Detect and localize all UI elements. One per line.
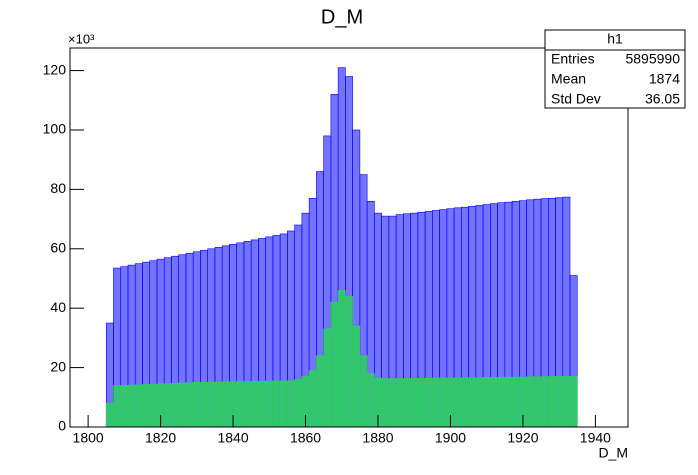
histogram-bar xyxy=(352,325,361,428)
histogram-bar xyxy=(134,384,143,428)
histogram-bar xyxy=(279,380,288,428)
histogram-bar xyxy=(359,355,368,428)
histogram-bar xyxy=(330,301,339,428)
histogram-bar xyxy=(547,376,556,428)
histogram-bar xyxy=(555,376,564,428)
histogram-bar xyxy=(294,379,303,428)
histogram-bar xyxy=(410,377,419,428)
x-tick-label: 1860 xyxy=(290,430,321,446)
y-tick-label: 40 xyxy=(50,299,66,315)
histogram-bar xyxy=(127,384,136,428)
histogram-bar xyxy=(497,377,506,428)
stats-label: Entries xyxy=(551,51,595,67)
histogram-bar xyxy=(192,382,201,428)
histogram-bar xyxy=(258,380,266,428)
histogram-bar xyxy=(511,376,520,428)
stats-label: Mean xyxy=(551,71,586,87)
histogram-bar xyxy=(236,381,245,428)
histogram-bar xyxy=(424,377,433,428)
histogram-bar xyxy=(323,328,332,428)
histogram-bar xyxy=(475,377,484,428)
histogram-bar xyxy=(272,380,281,428)
x-tick-label: 1820 xyxy=(145,430,176,446)
histogram-bar xyxy=(381,378,390,428)
histogram-bar xyxy=(482,377,491,428)
histogram-bar xyxy=(569,376,578,428)
y-tick-label: 60 xyxy=(50,239,66,255)
histogram-bar xyxy=(105,402,114,428)
histogram-bar xyxy=(562,376,571,428)
y-tick-label: 100 xyxy=(43,121,67,137)
histogram-bar xyxy=(149,383,158,428)
histogram-bar xyxy=(265,380,274,428)
histogram-bar xyxy=(171,383,180,428)
histogram-bar xyxy=(163,383,172,428)
x-tick-label: 1940 xyxy=(580,430,611,446)
histogram-bar xyxy=(243,381,252,428)
histogram-bar xyxy=(337,290,346,428)
histogram-bar xyxy=(533,376,542,428)
y-tick-label: 0 xyxy=(58,418,66,434)
histogram-bar xyxy=(388,378,397,428)
y-tick-label: 80 xyxy=(50,180,66,196)
histogram-bar xyxy=(504,376,513,428)
stats-label: Std Dev xyxy=(551,91,601,107)
histogram-bar xyxy=(200,382,208,428)
histogram-bar xyxy=(526,376,535,428)
histogram-bar xyxy=(142,384,151,428)
histogram-bar xyxy=(395,378,404,428)
histogram-bar xyxy=(287,380,295,428)
histogram-bar xyxy=(113,385,122,428)
histogram-bar xyxy=(214,381,223,428)
histogram-bar xyxy=(403,378,411,428)
stats-value: 5895990 xyxy=(625,51,680,67)
histogram-bar xyxy=(185,382,194,428)
histogram-bar xyxy=(439,377,448,428)
stats-value: 1874 xyxy=(649,71,680,87)
stats-box xyxy=(544,29,686,109)
y-tick-label: 120 xyxy=(43,61,67,77)
histogram-bar xyxy=(316,355,324,428)
histogram-bar xyxy=(250,380,259,428)
histogram-bar xyxy=(120,385,129,428)
histogram-bar xyxy=(468,377,477,428)
histogram-bar xyxy=(221,381,230,428)
histogram-bar xyxy=(178,382,187,428)
histogram-bar xyxy=(345,296,353,428)
y-multiplier: ×10³ xyxy=(68,31,95,46)
histogram-bar xyxy=(461,377,469,428)
histogram-bar xyxy=(207,381,216,428)
y-tick-label: 20 xyxy=(50,358,66,374)
x-axis-label: D_M xyxy=(598,445,628,461)
histogram-bar xyxy=(366,373,375,428)
x-tick-label: 1900 xyxy=(435,430,466,446)
chart-title: D_M xyxy=(321,6,363,28)
histogram-bar xyxy=(417,377,426,428)
x-tick-label: 1920 xyxy=(507,430,538,446)
stats-title: h1 xyxy=(607,31,623,47)
histogram-bar xyxy=(432,377,440,428)
x-tick-label: 1840 xyxy=(217,430,248,446)
stats-value: 36.05 xyxy=(645,91,680,107)
histogram-bar xyxy=(308,370,317,428)
histogram-bar xyxy=(453,377,462,428)
x-tick-label: 1800 xyxy=(73,430,104,446)
x-tick-label: 1880 xyxy=(362,430,393,446)
histogram-bar xyxy=(490,377,498,428)
frame xyxy=(69,47,629,428)
histogram-bar xyxy=(540,376,549,428)
